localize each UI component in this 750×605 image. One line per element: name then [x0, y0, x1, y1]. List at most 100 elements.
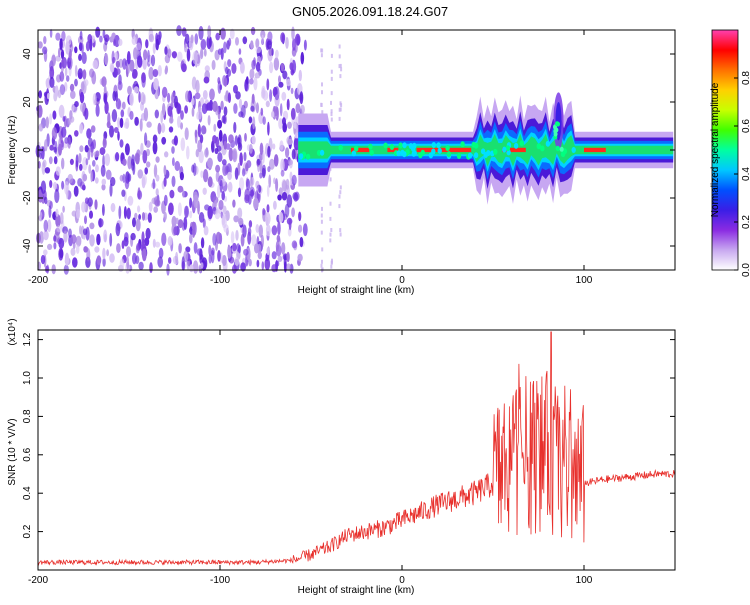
- noise-speckle: [39, 211, 43, 220]
- noise-speckle: [253, 76, 258, 91]
- noise-speckle: [250, 40, 254, 50]
- noise-speckle: [120, 109, 125, 118]
- faint-streak: [340, 67, 343, 72]
- noise-speckle: [279, 103, 283, 117]
- chart-title: GN05.2026.091.18.24.G07: [292, 4, 448, 19]
- noise-speckle: [70, 247, 76, 256]
- y-tick-label: 0: [22, 147, 33, 153]
- noise-speckle: [233, 84, 238, 94]
- faint-streak: [339, 185, 342, 190]
- colorbar-gradient: [711, 29, 739, 271]
- noise-speckle: [234, 167, 239, 180]
- noise-speckle: [262, 90, 269, 101]
- faint-streak: [330, 117, 333, 122]
- noise-speckle: [167, 236, 173, 246]
- faint-streak: [320, 230, 323, 235]
- colorbar-tick-label: 0.0: [741, 263, 750, 277]
- noise-speckle: [98, 217, 102, 228]
- noise-speckle: [51, 264, 56, 275]
- noise-speckle: [90, 170, 93, 183]
- spectrogram-heatmap: [35, 25, 674, 276]
- noise-speckle: [171, 215, 177, 228]
- noise-speckle: [126, 51, 131, 65]
- noise-speckle: [64, 67, 68, 77]
- noise-speckle: [104, 37, 108, 46]
- signal-core: [387, 147, 399, 153]
- noise-speckle: [53, 242, 57, 250]
- noise-speckle: [277, 221, 281, 236]
- y-tick-label: 1.2: [22, 332, 33, 346]
- noise-speckle: [46, 264, 50, 274]
- noise-speckle: [249, 186, 255, 197]
- noise-speckle: [53, 181, 57, 190]
- noise-speckle: [230, 231, 235, 244]
- noise-speckle: [102, 137, 107, 149]
- noise-speckle: [61, 180, 65, 190]
- noise-speckle: [69, 83, 75, 92]
- noise-speckle: [155, 38, 159, 51]
- noise-speckle: [89, 234, 95, 247]
- noise-speckle: [236, 243, 240, 252]
- noise-speckle: [135, 218, 141, 232]
- signal-blob: [502, 146, 507, 153]
- noise-speckle: [273, 200, 277, 210]
- noise-speckle: [260, 30, 266, 39]
- noise-speckle: [109, 125, 114, 138]
- noise-speckle: [189, 233, 193, 244]
- noise-speckle: [137, 205, 141, 213]
- noise-speckle: [273, 177, 276, 185]
- noise-speckle: [154, 109, 159, 119]
- noise-speckle: [113, 38, 116, 46]
- noise-speckle: [75, 244, 80, 254]
- x-tick-label: -100: [210, 275, 230, 286]
- y-tick-label: -20: [22, 190, 33, 205]
- noise-speckle: [265, 224, 271, 237]
- noise-speckle: [81, 201, 86, 213]
- noise-speckle: [110, 64, 115, 73]
- y-tick-label: 1.0: [22, 371, 33, 385]
- signal-blob: [493, 148, 498, 155]
- noise-speckle: [211, 59, 216, 71]
- faint-streak: [338, 116, 341, 121]
- noise-speckle: [102, 29, 106, 39]
- noise-speckle: [212, 233, 217, 246]
- noise-speckle: [74, 130, 79, 137]
- noise-speckle: [94, 177, 99, 184]
- noise-speckle: [44, 196, 48, 205]
- noise-speckle: [280, 169, 285, 177]
- noise-speckle: [68, 228, 72, 238]
- noise-speckle: [70, 90, 76, 99]
- signal-blob: [545, 140, 551, 147]
- colorbar-ticks: 0.0 0.2 0.4 0.6 0.8: [734, 71, 750, 277]
- y-tick-label: 0.8: [22, 409, 33, 423]
- x-tick-label: 100: [576, 275, 593, 286]
- noise-speckle: [92, 93, 97, 106]
- signal-blob: [513, 142, 519, 149]
- snr-axes: -200 -100 0 100 0.2 0.4 0.6 0.8 1.0 1.2: [22, 330, 675, 586]
- noise-speckle: [249, 68, 255, 80]
- noise-speckle: [79, 30, 83, 40]
- noise-speckle: [103, 94, 106, 103]
- y-tick-label: -40: [22, 238, 33, 253]
- noise-speckle: [81, 52, 87, 64]
- noise-speckle: [226, 68, 232, 77]
- noise-speckle: [210, 250, 215, 264]
- noise-speckle: [58, 143, 62, 156]
- noise-speckle: [291, 174, 297, 186]
- noise-speckle: [43, 36, 47, 45]
- noise-speckle: [278, 75, 281, 84]
- noise-speckle: [233, 103, 238, 114]
- noise-speckle: [82, 228, 88, 236]
- noise-speckle: [95, 150, 100, 157]
- signal-blob: [351, 150, 357, 157]
- noise-speckle: [275, 240, 279, 252]
- noise-speckle: [106, 249, 109, 257]
- noise-speckle: [124, 232, 129, 242]
- faint-streak: [331, 258, 333, 263]
- noise-speckle: [157, 256, 163, 268]
- signal-blob: [402, 142, 407, 149]
- signal-blob: [354, 145, 359, 152]
- noise-speckle: [180, 137, 186, 152]
- noise-speckle: [185, 33, 190, 44]
- noise-speckle: [287, 159, 293, 166]
